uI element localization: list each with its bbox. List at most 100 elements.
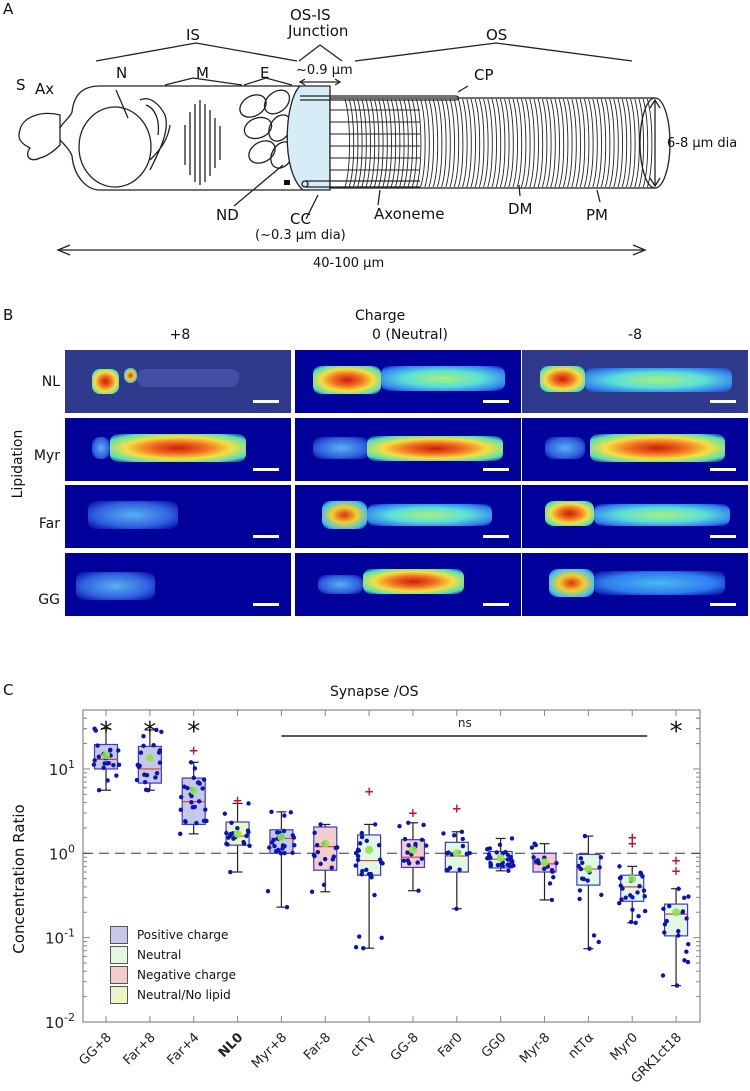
mean-marker	[102, 751, 110, 760]
data-point	[641, 888, 647, 893]
x-tick-label: Myr0	[607, 1030, 641, 1064]
data-point	[402, 836, 408, 842]
outlier-marker: +	[627, 837, 637, 851]
data-point	[617, 875, 623, 881]
data-point	[154, 770, 160, 776]
box-gg-8: +	[397, 806, 429, 893]
data-point	[141, 743, 146, 748]
data-point	[406, 861, 412, 866]
fluorescence-signal	[313, 365, 381, 395]
label-e: E	[260, 64, 270, 82]
data-point	[245, 828, 251, 833]
data-point	[358, 841, 363, 846]
outlier-marker: +	[671, 854, 681, 868]
data-point	[676, 929, 681, 934]
fluorescence-signal	[76, 571, 156, 601]
data-point	[684, 916, 689, 921]
data-point	[529, 845, 535, 850]
data-point	[356, 848, 362, 853]
label-cc: CC	[290, 210, 311, 228]
data-point	[194, 820, 199, 826]
label-axoneme: Axoneme	[374, 205, 445, 223]
legend-item: Positive charge	[110, 925, 236, 945]
data-point	[203, 807, 208, 812]
data-point	[379, 935, 384, 941]
data-point	[154, 727, 159, 733]
scale-bar	[710, 603, 736, 606]
data-point	[550, 869, 555, 874]
data-point	[178, 831, 183, 837]
legend-label: Positive charge	[137, 928, 229, 942]
data-point	[93, 728, 98, 733]
data-point	[505, 857, 510, 862]
data-point	[460, 843, 466, 849]
data-point	[151, 742, 156, 748]
scale-bar	[253, 603, 279, 606]
data-point	[459, 829, 465, 834]
fluorescence-signal	[367, 435, 503, 461]
data-point	[197, 781, 202, 786]
data-point	[226, 835, 231, 840]
data-point	[577, 888, 583, 893]
x-tick-label: GG0	[479, 1030, 510, 1061]
data-point	[580, 860, 585, 866]
box-gg0	[485, 836, 516, 874]
fluorescence-signal	[322, 500, 368, 530]
label-nd: ND	[216, 206, 239, 224]
image-myr-col1	[65, 418, 291, 481]
data-point	[597, 865, 602, 870]
data-point	[312, 830, 317, 836]
data-point	[359, 830, 364, 836]
fluorescence-signal	[549, 568, 595, 598]
data-point	[508, 854, 513, 860]
data-point	[95, 743, 100, 748]
data-point	[314, 842, 320, 848]
data-point	[637, 884, 642, 889]
label-cc-dia: (~0.3 μm dia)	[255, 228, 346, 243]
data-point	[92, 758, 97, 763]
data-point	[134, 777, 140, 783]
data-point	[662, 922, 668, 927]
label-dm: DM	[508, 200, 533, 218]
outlier-marker: +	[189, 744, 199, 758]
mitochondria	[239, 89, 294, 169]
data-point	[182, 784, 187, 789]
scale-bar	[483, 400, 509, 403]
image-gg-col1	[65, 553, 291, 616]
data-point	[405, 850, 410, 855]
data-point	[102, 761, 107, 766]
data-point	[454, 906, 459, 911]
m-striations	[184, 100, 221, 185]
data-point	[368, 871, 374, 877]
data-point	[292, 842, 297, 848]
legend-swatch	[110, 946, 128, 964]
data-point	[684, 949, 689, 954]
x-tick-label: Far0	[435, 1030, 465, 1060]
outlier-marker: +	[233, 794, 243, 808]
data-point	[416, 888, 421, 893]
data-point	[142, 772, 147, 777]
mean-marker	[452, 849, 461, 858]
data-point	[617, 900, 622, 906]
data-point	[200, 786, 205, 791]
legend-item: Neutral/No lipid	[110, 985, 236, 1005]
data-point	[269, 809, 274, 815]
data-point	[222, 811, 228, 816]
fluorescence-signal	[92, 436, 111, 459]
data-point	[406, 820, 411, 825]
data-point	[551, 875, 556, 880]
data-point	[291, 835, 297, 840]
data-point	[685, 959, 691, 965]
data-point	[681, 895, 687, 901]
m-bracket	[164, 77, 243, 86]
data-point	[284, 904, 290, 910]
box-far-8	[309, 822, 340, 894]
image-myr-col2	[295, 418, 521, 481]
x-tick-label: Myr-8	[517, 1030, 553, 1066]
image-nl-col1	[65, 350, 291, 413]
row-label-myr: Myr	[33, 448, 60, 464]
data-point	[321, 882, 327, 888]
box-ctt: +	[353, 785, 385, 951]
data-point	[322, 856, 328, 862]
scale-bar	[253, 535, 279, 538]
